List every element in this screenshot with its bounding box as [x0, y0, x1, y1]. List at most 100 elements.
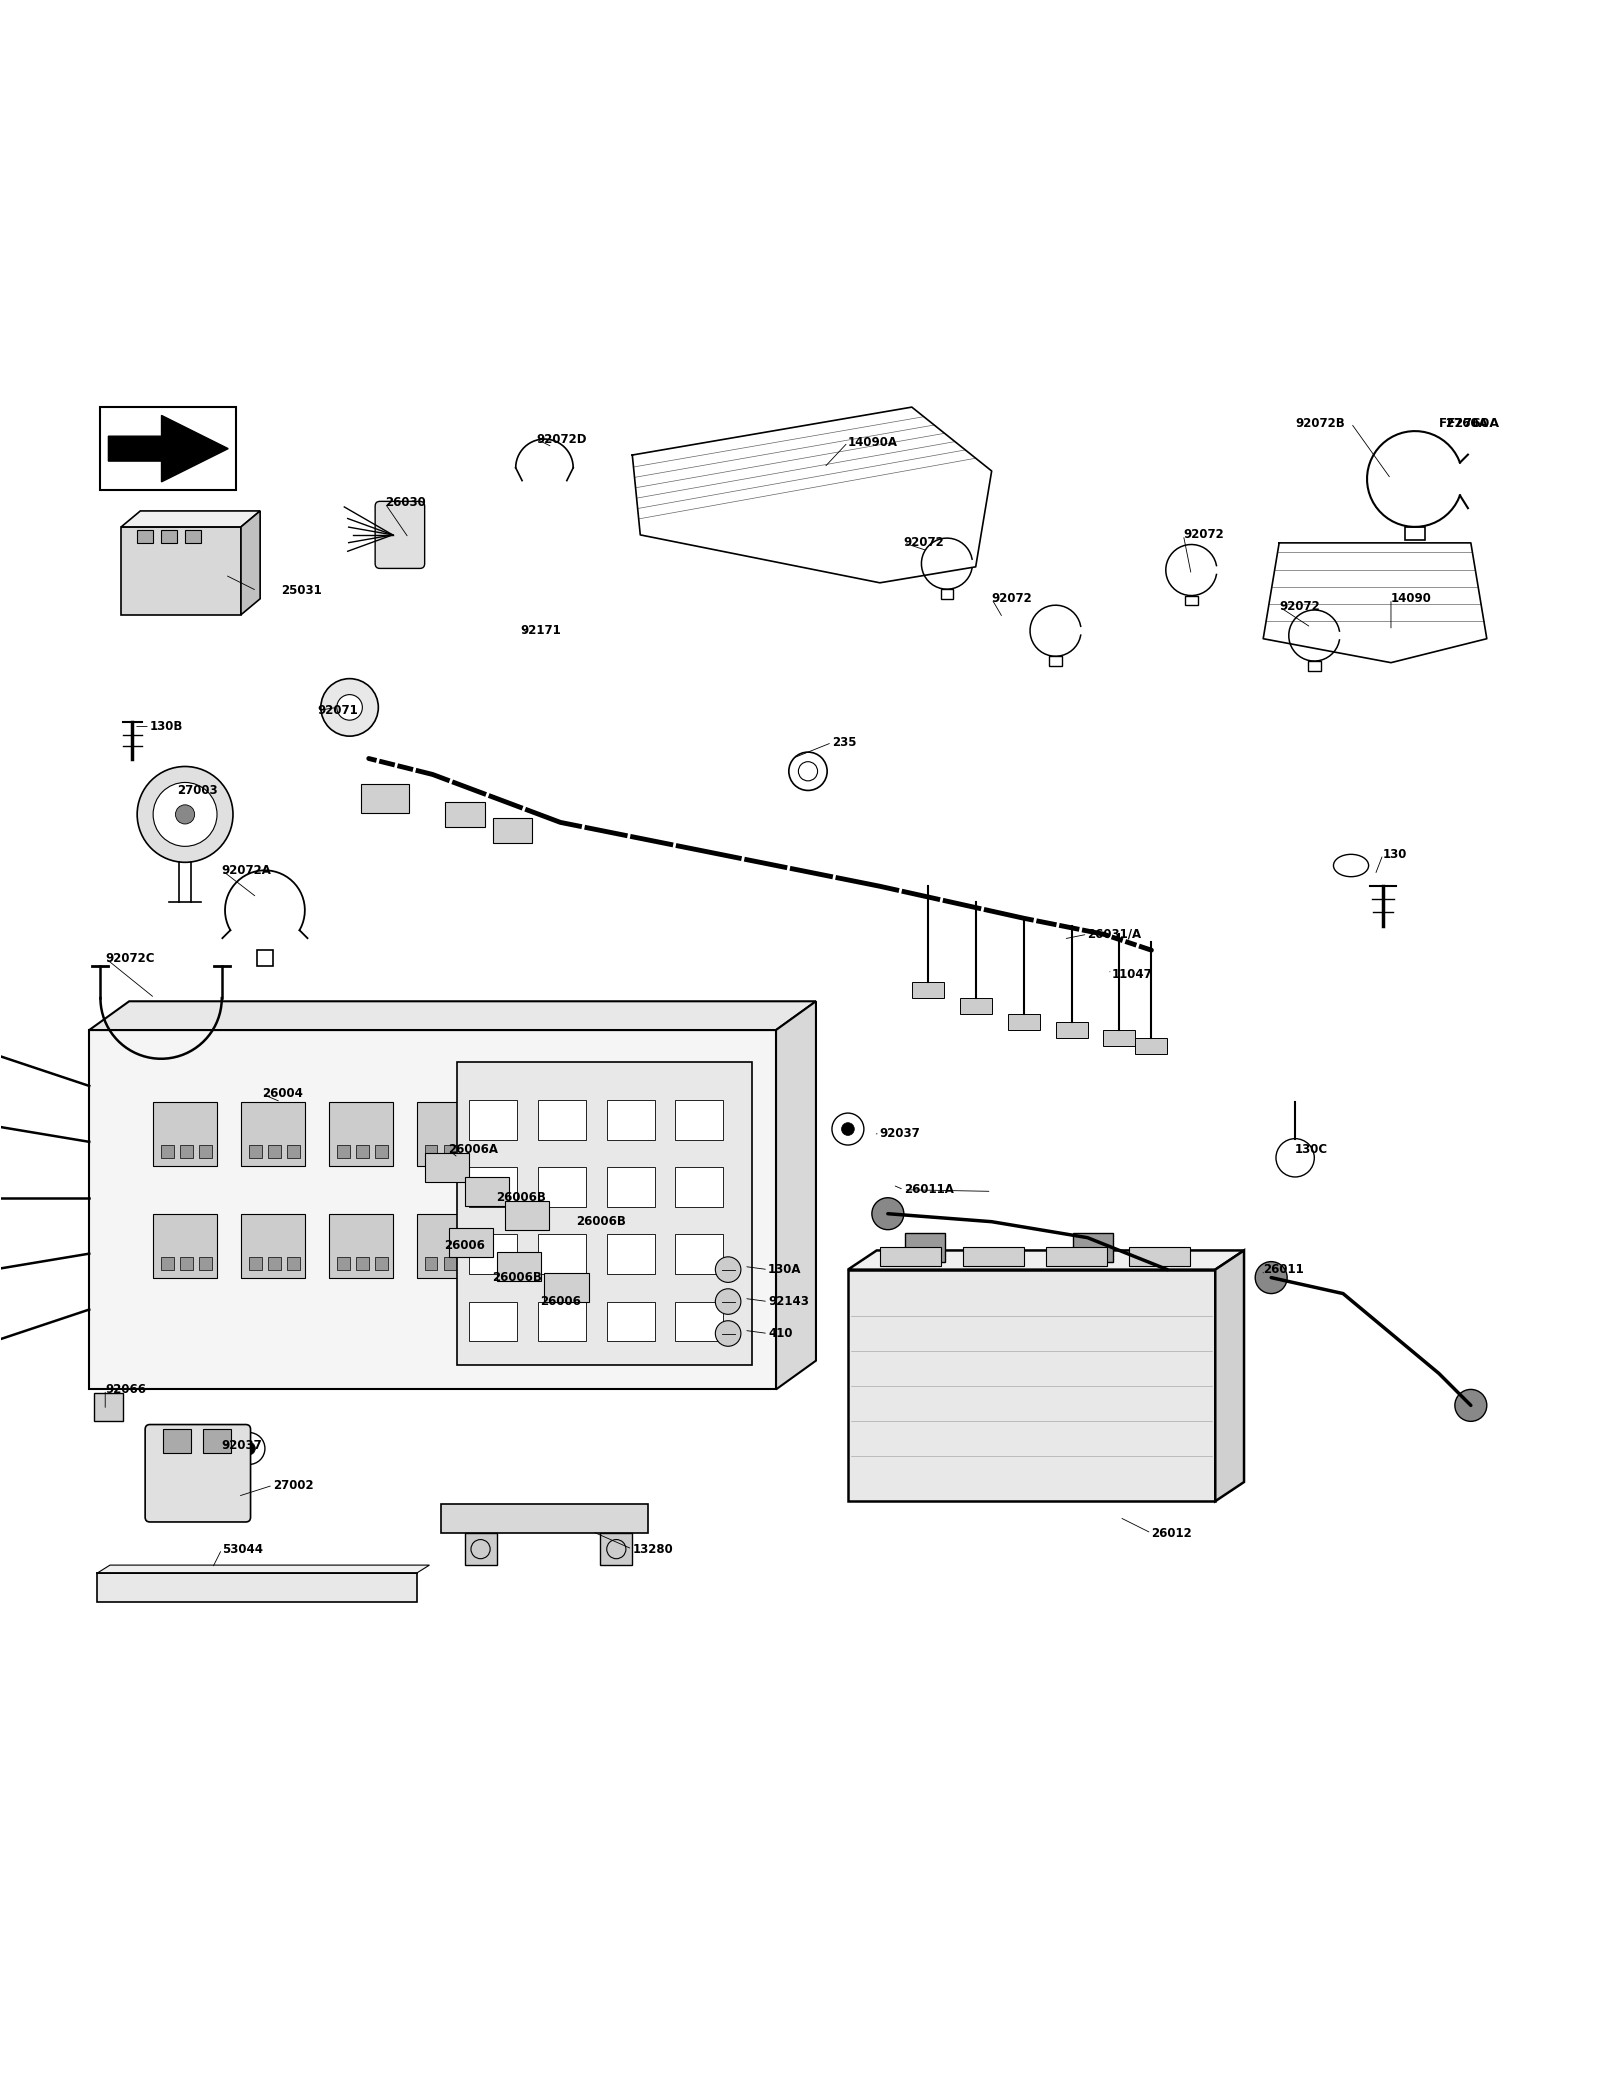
Bar: [1136, 1038, 1168, 1054]
Bar: [448, 1228, 493, 1257]
Bar: [1056, 1023, 1088, 1038]
Text: 92072C: 92072C: [106, 952, 155, 964]
Text: 26006B: 26006B: [576, 1215, 626, 1228]
Bar: [374, 1257, 387, 1270]
Bar: [445, 801, 485, 826]
Text: 92072: 92072: [992, 592, 1032, 605]
Text: 92072: 92072: [1278, 600, 1320, 613]
Text: 92072: 92072: [904, 536, 944, 550]
Bar: [162, 1257, 174, 1270]
Text: 25031: 25031: [282, 584, 322, 598]
Bar: [242, 1102, 306, 1165]
Bar: [440, 1504, 648, 1533]
Bar: [606, 1100, 654, 1140]
Bar: [330, 1102, 392, 1165]
Bar: [250, 1144, 262, 1157]
Text: 26006: 26006: [539, 1295, 581, 1308]
Circle shape: [322, 678, 378, 736]
Text: 130C: 130C: [1294, 1144, 1328, 1157]
Bar: [941, 590, 954, 598]
Text: 27002: 27002: [274, 1479, 314, 1492]
Bar: [462, 1144, 475, 1157]
Bar: [98, 1573, 416, 1602]
Bar: [360, 784, 408, 814]
Bar: [912, 981, 944, 998]
Text: 130A: 130A: [768, 1264, 802, 1276]
Text: 92072A: 92072A: [222, 864, 272, 877]
Text: 27003: 27003: [178, 784, 218, 797]
Bar: [162, 529, 178, 544]
Bar: [906, 1232, 946, 1261]
Bar: [600, 1533, 632, 1565]
Circle shape: [715, 1289, 741, 1314]
Bar: [675, 1234, 723, 1274]
Bar: [424, 1257, 437, 1270]
Text: 26030: 26030: [384, 496, 426, 510]
Text: F2760A: F2760A: [1446, 416, 1499, 429]
Bar: [101, 408, 237, 490]
Bar: [963, 1247, 1024, 1266]
Bar: [443, 1144, 456, 1157]
Text: 11047: 11047: [1112, 969, 1152, 981]
Text: 92037: 92037: [880, 1128, 920, 1140]
Bar: [848, 1270, 1216, 1502]
Bar: [960, 998, 992, 1015]
Bar: [1405, 527, 1424, 540]
Bar: [469, 1234, 517, 1274]
Bar: [90, 1029, 776, 1389]
Bar: [338, 1144, 349, 1157]
Bar: [606, 1301, 654, 1341]
Bar: [675, 1167, 723, 1207]
Bar: [462, 1257, 475, 1270]
Bar: [538, 1100, 586, 1140]
Bar: [469, 1301, 517, 1341]
Bar: [163, 1429, 192, 1454]
Bar: [606, 1167, 654, 1207]
Circle shape: [1157, 1257, 1189, 1289]
Bar: [258, 950, 274, 967]
Text: 410: 410: [768, 1326, 792, 1341]
Text: F2760A: F2760A: [1438, 416, 1488, 429]
Bar: [200, 1257, 213, 1270]
Bar: [200, 1144, 213, 1157]
Text: 26006: 26006: [443, 1238, 485, 1253]
Polygon shape: [1216, 1251, 1245, 1502]
Bar: [181, 1144, 194, 1157]
Circle shape: [154, 782, 218, 847]
Bar: [675, 1100, 723, 1140]
Text: 26006A: 26006A: [448, 1144, 499, 1157]
Text: 26006B: 26006B: [491, 1272, 542, 1284]
Polygon shape: [122, 510, 261, 527]
FancyBboxPatch shape: [374, 502, 424, 569]
Bar: [456, 1063, 752, 1366]
Text: 26011A: 26011A: [904, 1184, 954, 1197]
Text: 130: 130: [1382, 847, 1408, 860]
Circle shape: [715, 1257, 741, 1282]
Text: 92071: 92071: [318, 705, 358, 718]
Text: 92066: 92066: [106, 1383, 146, 1395]
Bar: [154, 1213, 218, 1278]
Text: 92037: 92037: [222, 1439, 262, 1452]
Polygon shape: [242, 510, 261, 615]
Bar: [424, 1144, 437, 1157]
Bar: [538, 1301, 586, 1341]
Circle shape: [1256, 1261, 1286, 1293]
Bar: [288, 1144, 301, 1157]
Bar: [122, 527, 242, 615]
Bar: [675, 1301, 723, 1341]
Bar: [443, 1257, 456, 1270]
Bar: [1104, 1029, 1136, 1046]
Circle shape: [842, 1123, 854, 1136]
Polygon shape: [90, 1002, 816, 1029]
Text: 235: 235: [832, 736, 856, 749]
Bar: [186, 529, 202, 544]
Bar: [1074, 1232, 1114, 1261]
Circle shape: [243, 1441, 256, 1454]
Bar: [94, 1393, 123, 1420]
Bar: [242, 1213, 306, 1278]
Bar: [469, 1100, 517, 1140]
Text: 130B: 130B: [150, 720, 184, 732]
Bar: [416, 1213, 480, 1278]
Bar: [880, 1247, 941, 1266]
Text: 92072: 92072: [1184, 529, 1224, 542]
